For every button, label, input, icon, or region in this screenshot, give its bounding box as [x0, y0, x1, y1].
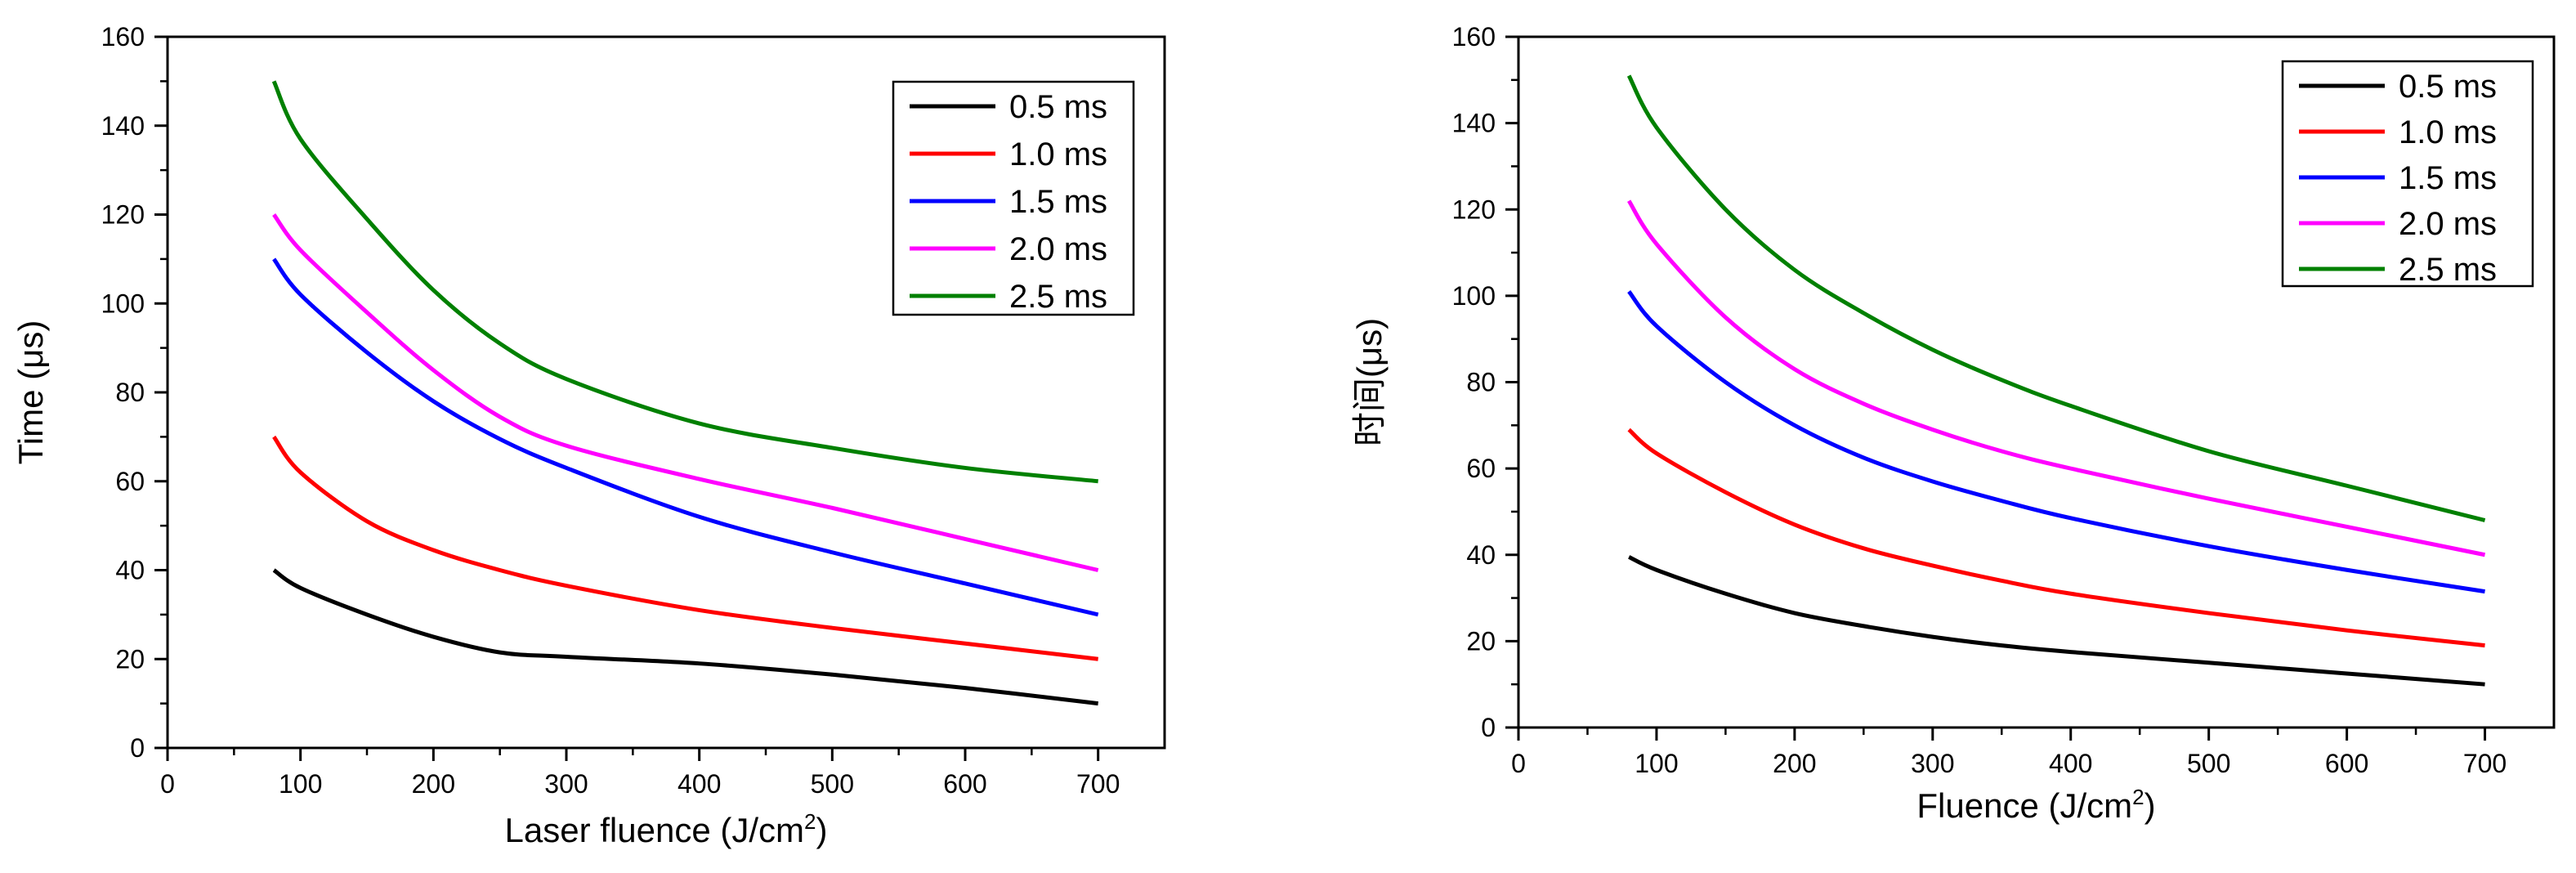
series-line-5 [1626, 74, 2486, 522]
legend-label: 2.5 ms [2399, 252, 2497, 288]
chart-1: 0 100 200 300 400 500 600 700 0 20 40 60 80 100 120 140… [11, 22, 1166, 849]
series-line-4 [1627, 199, 2486, 557]
y-tick-label: 20 [115, 644, 145, 674]
legend-box [892, 80, 1135, 316]
y-tick-label: 40 [115, 556, 145, 585]
x-axis-title-main: Laser fluence (J/cm [505, 811, 804, 849]
legend-label: 2.0 ms [1009, 231, 1107, 267]
x-tick-label: 600 [943, 769, 986, 799]
chart-2: 0 100 200 300 400 500 600 700 0 20 40 60 80 100 120 140… [1350, 22, 2556, 825]
series-line-3 [272, 257, 1099, 617]
y-tick-label: 160 [101, 22, 145, 51]
series-line-1 [272, 568, 1098, 706]
x-axis-title-main: Fluence (J/cm [1916, 786, 2132, 825]
legend-label: 1.0 ms [1009, 137, 1107, 172]
x-tick-label: 300 [1911, 749, 1954, 778]
x-tick-label: 500 [2187, 749, 2230, 778]
legend-label: 1.5 ms [1009, 184, 1107, 220]
x-axis-title: Laser fluence (J/cm2) [505, 809, 828, 849]
y-tick-label: 40 [1466, 540, 1496, 570]
x-tick-label: 700 [2463, 749, 2507, 778]
x-tick-label: 300 [544, 769, 588, 799]
series-line-4 [272, 213, 1099, 572]
x-axis-title-tail: ) [2144, 786, 2156, 825]
legend-label: 0.5 ms [1009, 89, 1107, 125]
y-tick-label: 0 [1481, 713, 1496, 742]
y-tick-label: 100 [1452, 281, 1496, 311]
y-tick-label: 60 [1466, 454, 1496, 483]
y-tick-label: 120 [101, 200, 145, 230]
y-tick-label: 160 [1452, 22, 1496, 51]
y-tick-label: 140 [101, 111, 145, 141]
legend-label: 0.5 ms [2399, 69, 2497, 105]
legend-box [2281, 60, 2534, 288]
x-axis-title-tail: ) [816, 811, 827, 849]
series-line-3 [1627, 290, 2485, 594]
y-tick-label: 0 [130, 733, 145, 763]
x-axis-title: Fluence (J/cm2) [1916, 785, 2155, 825]
series-line-1 [1628, 555, 2485, 687]
x-tick-label: 400 [678, 769, 721, 799]
legend-label: 2.5 ms [1009, 279, 1107, 315]
y-tick-label: 20 [1466, 626, 1496, 656]
legend: 0.5 ms 1.0 ms 1.5 ms 2.0 ms 2.5 ms [2281, 60, 2534, 288]
x-tick-label: 0 [1511, 749, 1526, 778]
x-tick-label: 200 [1773, 749, 1816, 778]
series-line-2 [272, 435, 1098, 661]
x-axis-title-superscript: 2 [2132, 785, 2144, 809]
legend: 0.5 ms 1.0 ms 1.5 ms 2.0 ms 2.5 ms [892, 80, 1135, 316]
y-axis-title: 时间(μs) [1350, 318, 1389, 446]
x-tick-label: 100 [1635, 749, 1678, 778]
x-tick-label: 0 [160, 769, 175, 799]
legend-label: 1.0 ms [2399, 114, 2497, 150]
legend-label: 1.5 ms [2399, 160, 2497, 196]
y-tick-label: 100 [101, 289, 145, 318]
x-tick-label: 200 [412, 769, 455, 799]
x-tick-label: 400 [2049, 749, 2092, 778]
y-tick-label: 120 [1452, 195, 1496, 224]
y-tick-label: 80 [115, 378, 145, 407]
y-tick-label: 60 [115, 467, 145, 496]
series-line-2 [1627, 428, 2485, 648]
y-tick-label: 140 [1452, 109, 1496, 138]
legend-label: 2.0 ms [2399, 206, 2497, 242]
x-axis-title-superscript: 2 [804, 809, 816, 834]
y-axis-title: Time (μs) [11, 320, 50, 465]
x-tick-label: 700 [1076, 769, 1120, 799]
x-tick-label: 600 [2325, 749, 2368, 778]
x-tick-label: 500 [811, 769, 854, 799]
x-tick-label: 100 [279, 769, 322, 799]
series-line-5 [271, 80, 1098, 484]
y-tick-label: 80 [1466, 368, 1496, 397]
